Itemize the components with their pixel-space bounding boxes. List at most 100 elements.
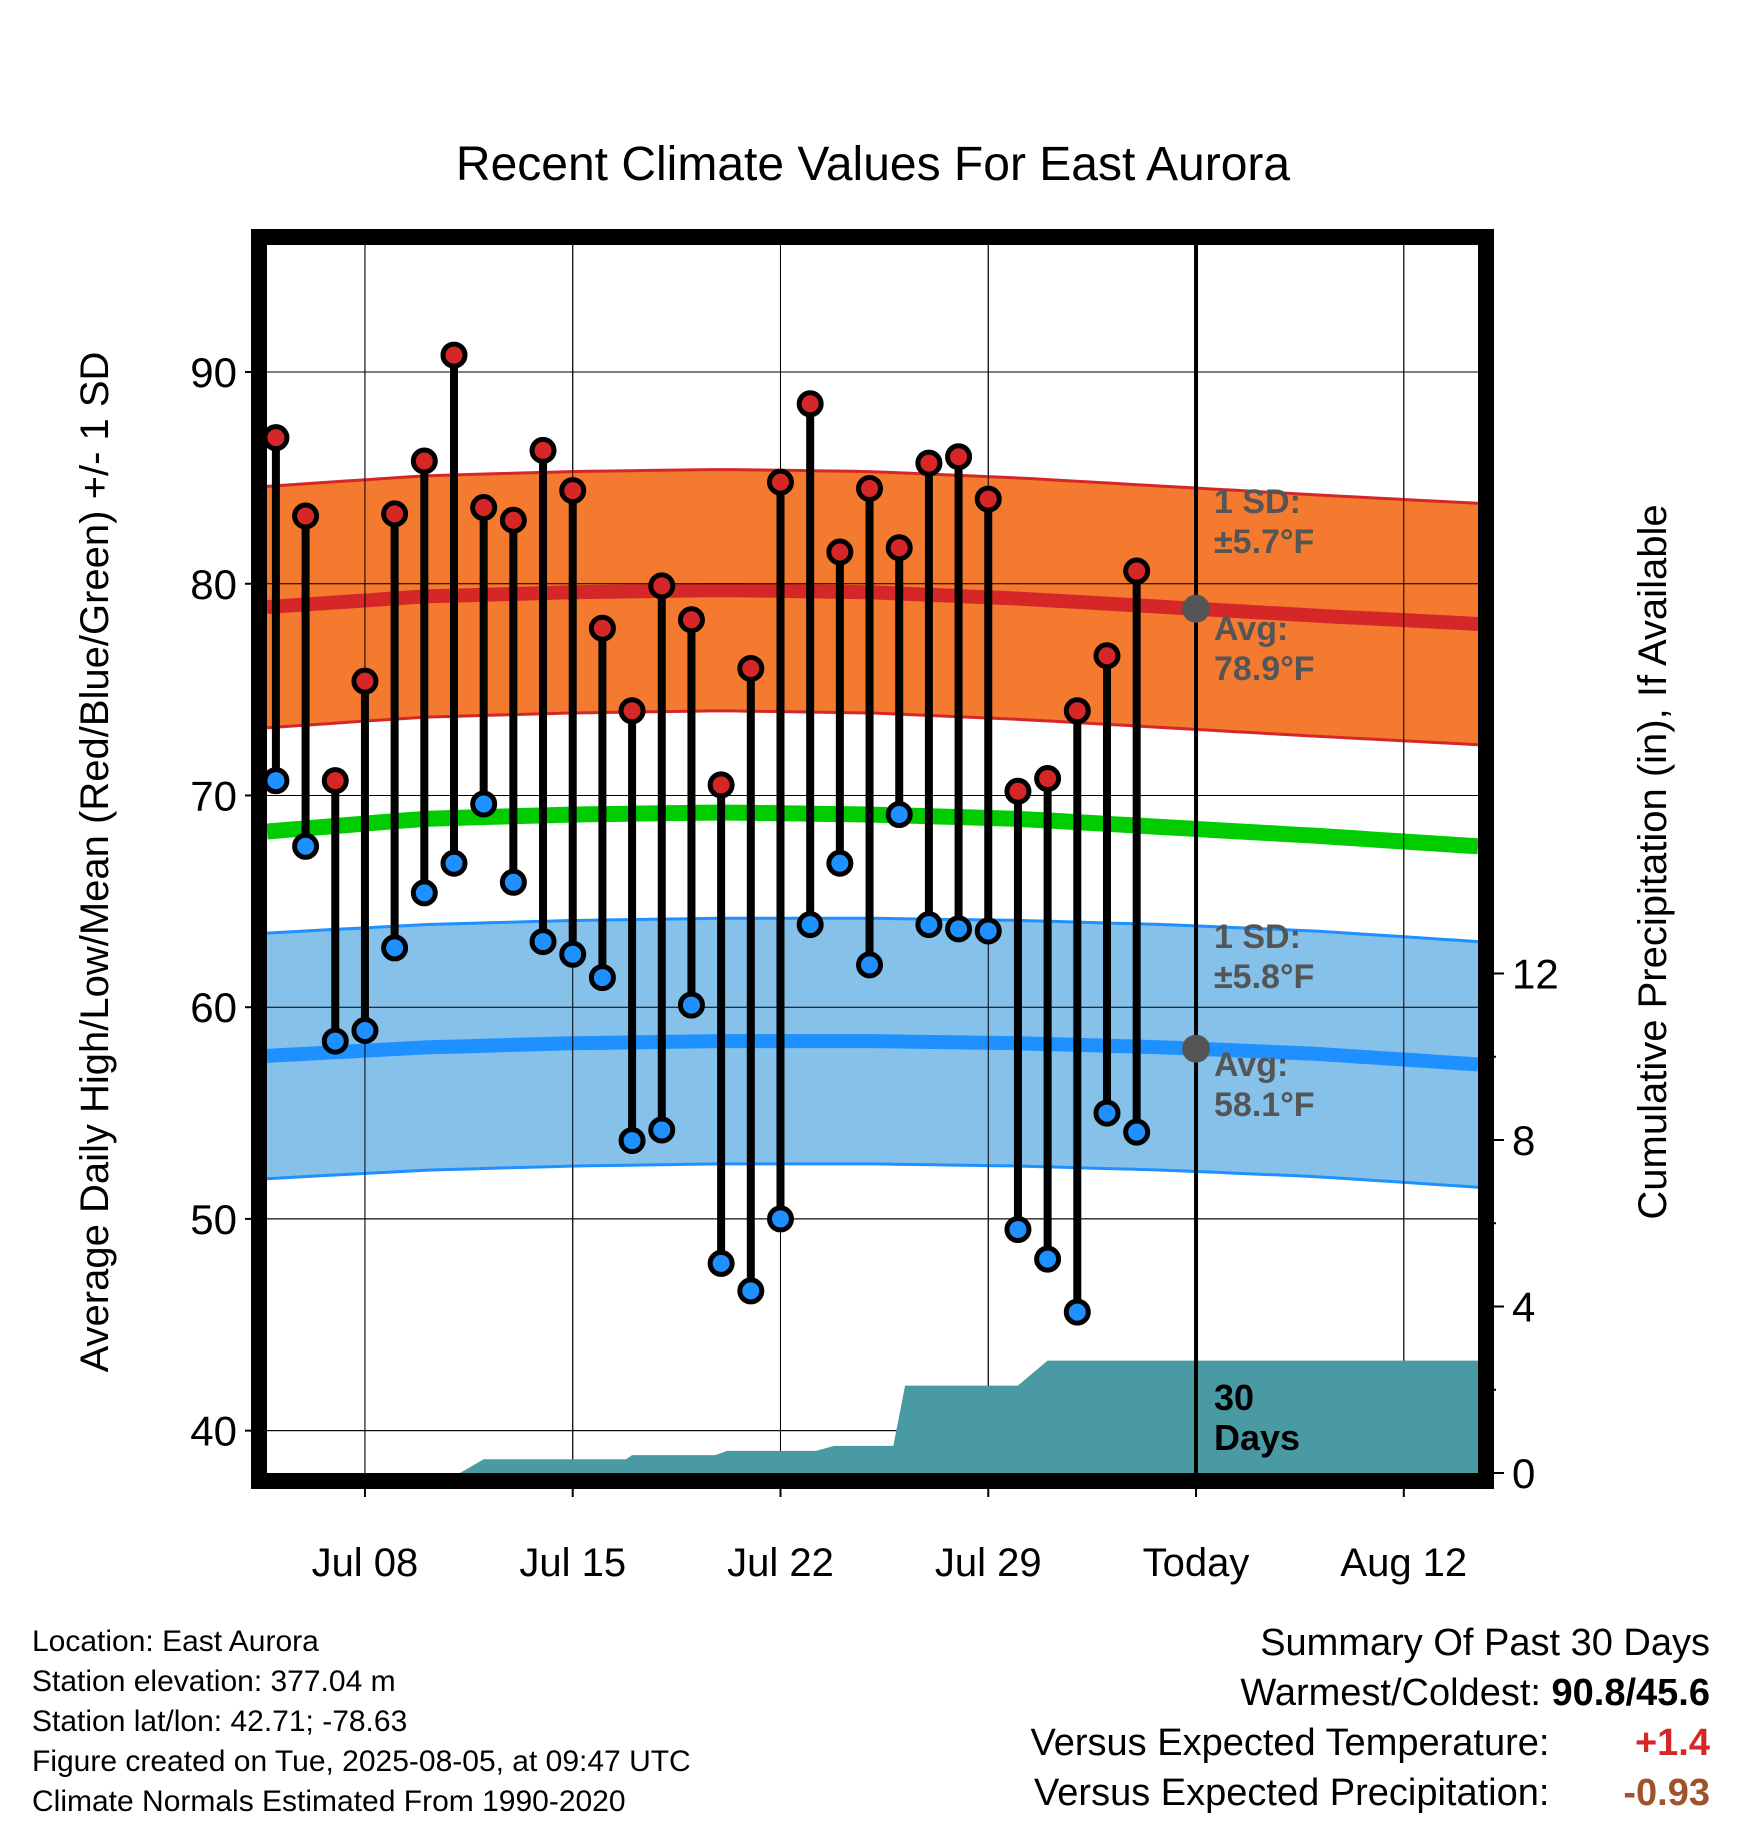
station-info: Location: East Aurora Station elevation:…	[32, 1622, 691, 1822]
low-point	[737, 1277, 765, 1305]
high-point	[856, 474, 884, 502]
high-point	[796, 390, 824, 418]
high-point	[945, 443, 973, 471]
y-tick-label: 60	[190, 984, 237, 1031]
high-point	[766, 468, 794, 496]
window-label-line-1: Days	[1214, 1417, 1300, 1458]
low-avg-label-line-0: Avg:	[1214, 1046, 1288, 1084]
x-tick-label: Jul 22	[727, 1541, 834, 1585]
y-tick-label: 90	[190, 349, 237, 396]
low-point	[766, 1205, 794, 1233]
low-point	[618, 1127, 646, 1155]
high-point	[440, 341, 468, 369]
low-point	[974, 917, 1002, 945]
low-sd-label-line-0: 1 SD:	[1214, 918, 1301, 956]
high-point	[410, 447, 438, 475]
summary-warm-cold: Warmest/Coldest: 90.8/45.6	[1031, 1668, 1710, 1718]
summary-panel: Summary Of Past 30 Days Warmest/Coldest:…	[1031, 1618, 1710, 1818]
high-point	[381, 500, 409, 528]
high-point	[915, 449, 943, 477]
y2-axis-label: Cumulative Precipitation (in), If Availa…	[1631, 504, 1675, 1219]
low-point	[381, 934, 409, 962]
low-point	[915, 911, 943, 939]
low-point	[351, 1016, 379, 1044]
high-point	[351, 667, 379, 695]
summary-precip: Versus Expected Precipitation: -0.93	[1031, 1768, 1710, 1818]
low-point	[529, 928, 557, 956]
plot-frame	[251, 229, 1494, 1489]
plot-area	[267, 0, 1478, 1473]
low-point	[1155, 0, 1177, 11]
low-point	[1123, 1118, 1151, 1146]
high-point	[885, 534, 913, 562]
temp-anomaly-value: +1.4	[1634, 1722, 1710, 1764]
high-point	[559, 477, 587, 505]
low-point	[499, 868, 527, 896]
precip-area	[267, 1360, 1478, 1473]
low-point	[321, 1027, 349, 1055]
elevation-text: Station elevation: 377.04 m	[32, 1665, 396, 1698]
low-point	[588, 964, 616, 992]
x-tick-label: Today	[1143, 1541, 1250, 1585]
window-label-line-0: 30	[1214, 1377, 1254, 1418]
high-point	[1063, 697, 1091, 725]
chart-title: Recent Climate Values For East Aurora	[456, 138, 1290, 191]
y-tick-label: 80	[190, 561, 237, 608]
low-point	[648, 1116, 676, 1144]
low-point	[559, 940, 587, 968]
high-point	[737, 654, 765, 682]
low-point	[796, 911, 824, 939]
low-band	[267, 918, 1478, 1188]
low-sd-label-line-1: ±5.8°F	[1214, 958, 1314, 996]
warm-cold-value: 90.8/45.6	[1551, 1672, 1710, 1714]
low-point	[677, 991, 705, 1019]
low-band-lower	[267, 1162, 1478, 1189]
high-point	[470, 494, 498, 522]
high-point	[618, 697, 646, 725]
created-text: Figure created on Tue, 2025-08-05, at 09…	[32, 1745, 691, 1778]
low-point	[440, 849, 468, 877]
high-point	[529, 436, 557, 464]
low-point	[267, 767, 290, 795]
precip-anomaly-label: Versus Expected Precipitation:	[1034, 1772, 1550, 1814]
x-tick-label: Jul 15	[519, 1541, 626, 1585]
y-tick-label: 40	[190, 1408, 237, 1455]
low-avg-label-line-1: 58.1°F	[1214, 1086, 1315, 1124]
summary-temp: Versus Expected Temperature: +1.4	[1031, 1718, 1710, 1768]
high-point	[588, 614, 616, 642]
temp-anomaly-label: Versus Expected Temperature:	[1030, 1722, 1550, 1764]
low-point	[292, 832, 320, 860]
x-tick-label: Jul 08	[312, 1541, 419, 1585]
y-tick-label: 70	[190, 772, 237, 819]
high-point	[292, 502, 320, 530]
low-point	[856, 951, 884, 979]
high-point	[707, 771, 735, 799]
low-point	[1063, 1298, 1091, 1326]
low-normal-line	[267, 1034, 1478, 1072]
x-axis-label: Day	[837, 1605, 908, 1610]
low-point	[1004, 1216, 1032, 1244]
high-avg-label-line-0: Avg:	[1214, 610, 1288, 648]
y2-tick-label: 4	[1512, 1283, 1535, 1330]
x-tick-label: Jul 29	[935, 1541, 1042, 1585]
high-avg-marker	[1182, 594, 1211, 623]
high-avg-label-line-1: 78.9°F	[1214, 650, 1315, 688]
precip-anomaly-value: -0.93	[1623, 1772, 1710, 1814]
y2-tick-label: 12	[1512, 950, 1559, 997]
low-point	[410, 879, 438, 907]
low-point	[826, 849, 854, 877]
warm-cold-label: Warmest/Coldest:	[1240, 1672, 1541, 1714]
high-point	[1034, 765, 1062, 793]
high-point	[677, 606, 705, 634]
low-point	[945, 915, 973, 943]
normals-text: Climate Normals Estimated From 1990-2020	[32, 1785, 626, 1818]
high-point	[648, 572, 676, 600]
high-point	[1093, 642, 1121, 670]
location-text: Location: East Aurora	[32, 1625, 319, 1658]
low-avg-marker	[1182, 1034, 1211, 1063]
high-point	[1155, 0, 1177, 11]
high-sd-label-line-1: ±5.7°F	[1214, 523, 1314, 561]
low-point	[1093, 1099, 1121, 1127]
high-sd-label-line-0: 1 SD:	[1214, 483, 1301, 521]
